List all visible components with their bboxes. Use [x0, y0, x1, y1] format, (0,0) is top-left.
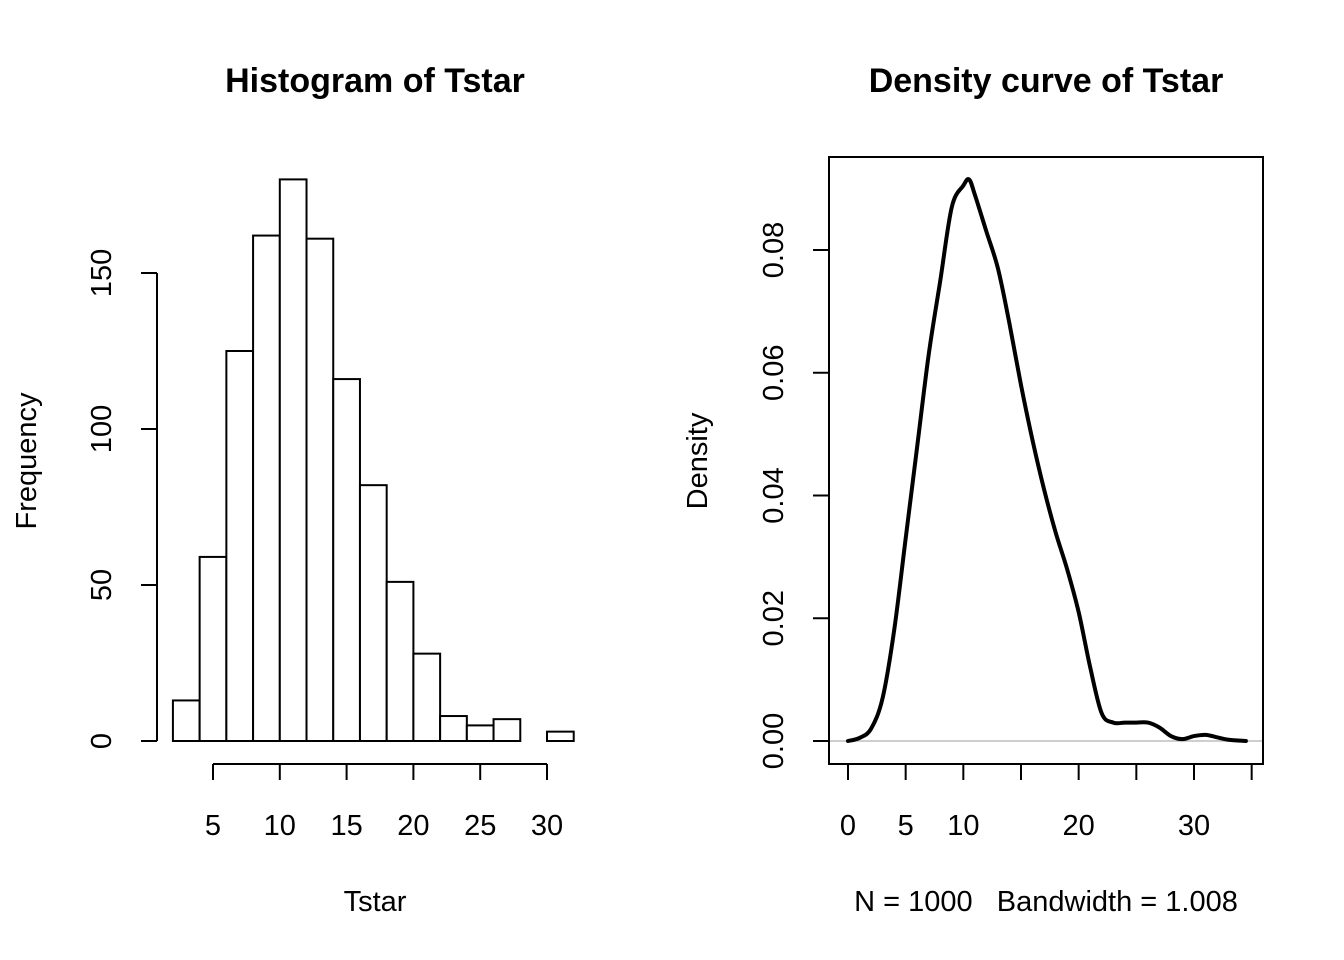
histogram-bar — [385, 580, 415, 742]
density-panel: Density curve of Tstar N = 1000 Bandwidt… — [682, 62, 1264, 918]
histogram-x-tick-label: 10 — [264, 810, 296, 842]
histogram-bar — [278, 178, 308, 742]
histogram-x-axis: 5 10 15 20 25 30 — [205, 763, 563, 842]
histogram-x-tick-label: 5 — [205, 810, 221, 842]
histogram-bar — [465, 724, 495, 743]
histogram-bar — [492, 718, 522, 742]
histogram-panel: Histogram of Tstar Tstar Frequency 5 10 15… — [11, 62, 575, 918]
density-plot-frame — [828, 156, 1264, 765]
histogram-x-tick-label: 25 — [464, 810, 496, 842]
histogram-bar — [412, 652, 442, 743]
density-title: Density curve of Tstar — [869, 62, 1224, 100]
density-y-tick-label: 0.08 — [758, 222, 790, 278]
histogram-x-tick-label: 15 — [330, 810, 362, 842]
histogram-bar — [305, 237, 335, 742]
histogram-bar — [252, 234, 281, 742]
histogram-bar — [198, 555, 228, 742]
density-x-tick-label: 5 — [898, 810, 914, 842]
histogram-bar — [225, 350, 255, 742]
histogram-title: Histogram of Tstar — [225, 62, 525, 100]
density-curve-line — [846, 177, 1248, 743]
histogram-bar — [358, 484, 388, 742]
density-y-axis: 0.00 0.02 0.04 0.06 0.08 — [758, 222, 829, 769]
density-y-tick-label: 0.00 — [758, 713, 790, 769]
density-x-tick-label: 20 — [1063, 810, 1095, 842]
density-xlabel: N = 1000 Bandwidth = 1.008 — [854, 886, 1238, 918]
histogram-y-tick-label: 100 — [86, 405, 118, 453]
histogram-x-tick-label: 30 — [531, 810, 563, 842]
density-x-tick-label: 30 — [1178, 810, 1210, 842]
histogram-ylabel: Frequency — [11, 392, 43, 530]
density-y-tick-label: 0.06 — [758, 345, 790, 401]
histogram-bar — [171, 699, 201, 743]
histogram-xlabel: Tstar — [344, 886, 407, 918]
histogram-y-axis: 0 50 100 150 — [86, 249, 158, 749]
histogram-bars — [171, 178, 575, 743]
density-y-tick-label: 0.02 — [758, 590, 790, 646]
histogram-y-tick-label: 0 — [86, 733, 118, 749]
histogram-y-tick-label: 50 — [86, 569, 118, 601]
density-x-tick-label: 0 — [840, 810, 856, 842]
histogram-y-tick-label: 150 — [86, 249, 118, 297]
histogram-bar — [439, 715, 468, 742]
histogram-bar — [546, 730, 575, 743]
histogram-x-tick-label: 20 — [397, 810, 429, 842]
density-x-axis: 0 5 10 20 30 — [840, 763, 1253, 842]
histogram-bar — [332, 378, 361, 742]
density-x-tick-label: 10 — [947, 810, 979, 842]
density-ylabel: Density — [682, 412, 714, 509]
density-y-tick-label: 0.04 — [758, 467, 790, 523]
